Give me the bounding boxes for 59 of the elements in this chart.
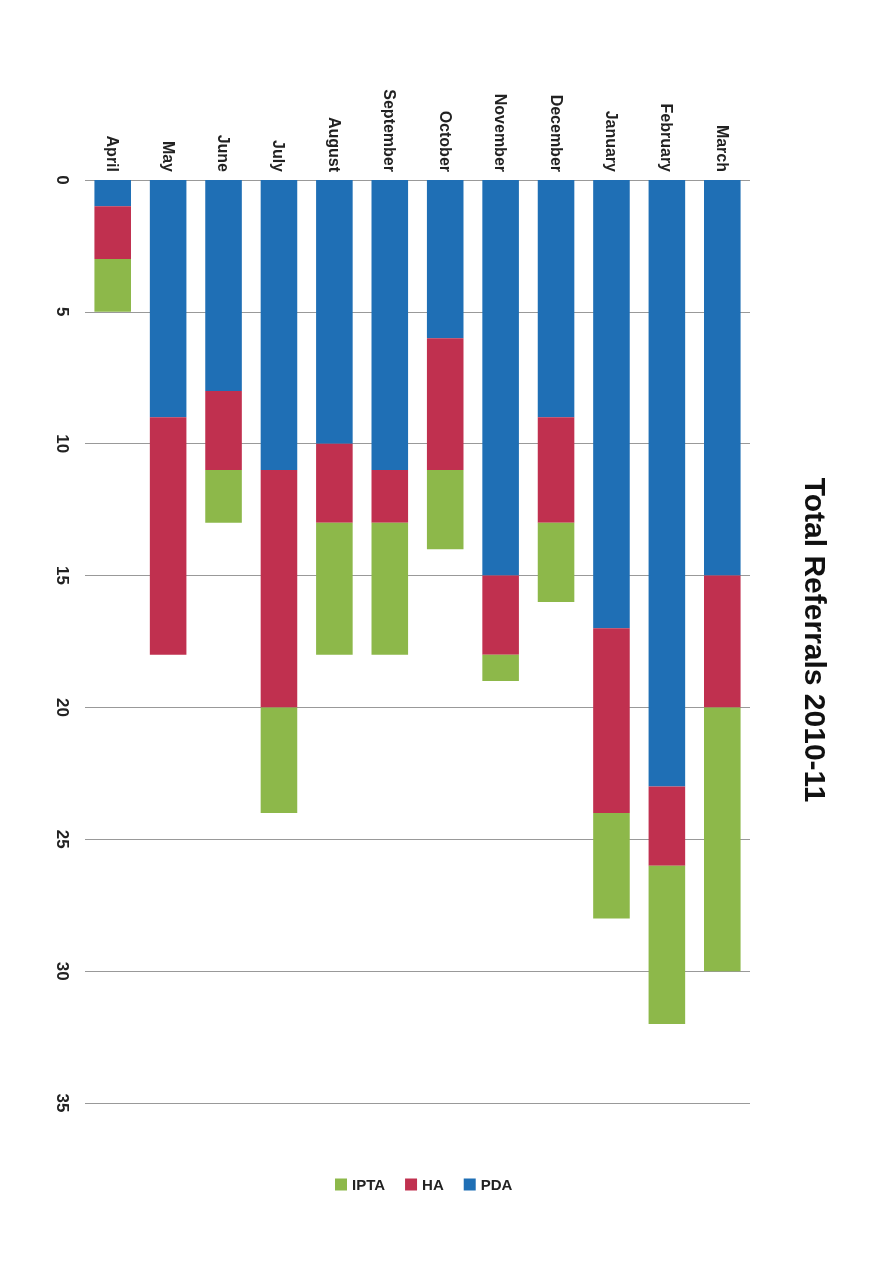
bar: [316, 443, 353, 523]
bar: [94, 259, 131, 312]
x-tick-label: February: [658, 103, 676, 173]
bar: [316, 522, 353, 655]
bar: [537, 522, 575, 602]
bar: [426, 338, 464, 471]
y-tick-label: 20: [53, 697, 72, 717]
bar: [371, 522, 409, 655]
bar: [648, 180, 686, 787]
bar: [149, 417, 187, 655]
x-tick-label: December: [547, 94, 565, 172]
y-tick-label: 5: [53, 307, 72, 317]
x-tick-label: May: [159, 140, 177, 173]
bar: [316, 180, 353, 444]
x-tick-label: July: [270, 139, 288, 173]
bar: [149, 180, 187, 418]
y-tick-label: 25: [53, 829, 72, 849]
y-tick-label: 30: [53, 961, 72, 981]
legend-label: HA: [422, 1176, 444, 1193]
bar: [260, 180, 298, 471]
bar: [593, 180, 630, 629]
bar: [371, 180, 409, 471]
bar: [704, 575, 741, 708]
x-tick-label: September: [381, 89, 399, 172]
bar: [260, 707, 298, 813]
x-tick-label: June: [215, 134, 233, 173]
bar: [482, 575, 519, 655]
x-tick-label: August: [325, 116, 343, 173]
bar: [537, 180, 575, 418]
bar: [704, 180, 741, 576]
text: Total Referrals 2010-11: [798, 477, 832, 803]
y-tick-label: 35: [53, 1093, 72, 1113]
bar: [593, 812, 630, 919]
bar: [371, 470, 409, 523]
y-tick-label: 0: [53, 175, 72, 185]
x-tick-label: January: [602, 110, 620, 173]
bar: [593, 628, 630, 813]
bar: [205, 180, 242, 391]
legend-label: PDA: [480, 1176, 513, 1193]
bar: [537, 417, 575, 523]
legend-label: IPTA: [352, 1176, 386, 1193]
x-tick-label: April: [104, 135, 122, 172]
y-tick-label: 15: [53, 566, 72, 586]
bar: [648, 865, 686, 1024]
bar: [94, 206, 131, 260]
bar: [648, 786, 686, 866]
bar: [426, 180, 464, 339]
bar: [205, 390, 242, 471]
x-tick-label: October: [436, 110, 454, 172]
bar: [205, 470, 242, 523]
bar: [482, 180, 519, 576]
bar: [260, 470, 298, 708]
y-tick-label: 10: [53, 434, 72, 454]
bar: [426, 470, 464, 550]
x-tick-label: March: [713, 124, 731, 172]
bar: [94, 180, 131, 207]
x-tick-label: November: [492, 93, 510, 172]
bar: [704, 707, 741, 972]
bar: [482, 654, 519, 682]
